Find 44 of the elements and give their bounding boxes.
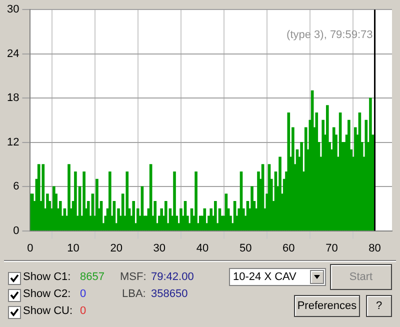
x-tick-label: 80 bbox=[368, 242, 381, 254]
bar bbox=[194, 171, 198, 231]
bar bbox=[278, 156, 282, 231]
y-tick-label: 18 bbox=[6, 92, 20, 104]
bar bbox=[108, 171, 112, 231]
x-tick-label: 0 bbox=[27, 242, 34, 254]
text: Show CU: bbox=[23, 305, 73, 317]
y-tick-label: 6 bbox=[13, 180, 20, 193]
y-tick-label: 12 bbox=[6, 136, 20, 148]
text: Show C1: bbox=[23, 271, 71, 283]
bar bbox=[164, 200, 168, 231]
text: Preferences bbox=[294, 295, 360, 317]
x-tick-label: 20 bbox=[110, 242, 122, 254]
bar bbox=[42, 164, 45, 231]
x-tick-label: 60 bbox=[282, 242, 295, 254]
bar bbox=[173, 171, 176, 231]
text: 8657 bbox=[80, 271, 104, 283]
y-tick-label: 24 bbox=[6, 48, 20, 60]
bar bbox=[96, 178, 98, 231]
annotation: (type 3), 79:59:73 bbox=[286, 29, 373, 42]
x-tick-label: 30 bbox=[153, 242, 166, 254]
y-tick-label: 0 bbox=[13, 224, 20, 237]
bar bbox=[126, 171, 129, 231]
x-tick-label: 10 bbox=[67, 242, 80, 254]
x-tick-label: 50 bbox=[239, 242, 252, 254]
text: 0 bbox=[80, 305, 86, 317]
text: 79:42.00 bbox=[151, 271, 194, 283]
text: Show C2: bbox=[23, 288, 71, 300]
x-tick-label: 40 bbox=[196, 242, 209, 254]
bar bbox=[74, 171, 77, 231]
bar bbox=[250, 186, 254, 231]
bar bbox=[37, 164, 40, 231]
text: ? bbox=[366, 295, 392, 317]
text: MSF: bbox=[120, 271, 146, 283]
text: Start bbox=[330, 264, 392, 290]
text: 10-24 X CAV bbox=[229, 268, 326, 286]
x-tick-label: 70 bbox=[326, 242, 338, 254]
bar bbox=[68, 164, 70, 231]
text: LBA: bbox=[122, 288, 146, 300]
y-tick-label: 30 bbox=[6, 4, 20, 16]
bar bbox=[132, 200, 136, 231]
text: 0 bbox=[80, 288, 86, 300]
text: 358650 bbox=[151, 288, 188, 300]
bar bbox=[287, 112, 290, 231]
